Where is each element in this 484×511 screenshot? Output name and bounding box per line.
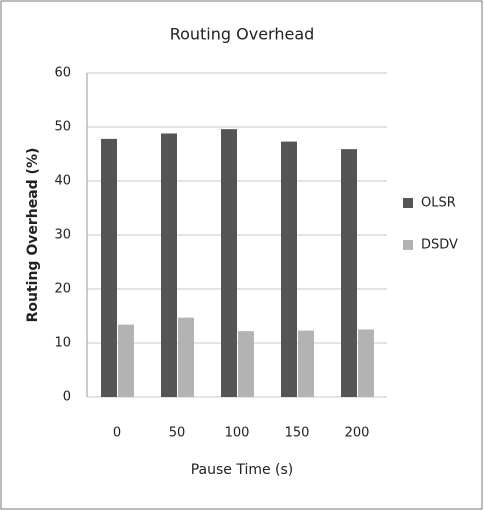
bar bbox=[358, 329, 374, 397]
bar bbox=[221, 129, 237, 397]
bar bbox=[118, 324, 134, 397]
y-tick-label: 30 bbox=[54, 228, 71, 243]
x-tick-label: 0 bbox=[113, 426, 121, 441]
y-tick-label: 20 bbox=[54, 282, 71, 297]
x-tick-label: 100 bbox=[225, 426, 250, 441]
y-tick-label: 50 bbox=[54, 120, 71, 135]
bar bbox=[281, 141, 297, 397]
legend-swatch bbox=[403, 198, 413, 208]
y-tick-label: 60 bbox=[54, 66, 71, 81]
bar bbox=[298, 330, 314, 397]
bar bbox=[238, 331, 254, 397]
x-tick-label: 200 bbox=[345, 426, 370, 441]
y-axis-label: Routing Overhead (%) bbox=[25, 148, 41, 323]
bar bbox=[341, 149, 357, 397]
bar bbox=[178, 317, 194, 397]
x-axis-label: Pause Time (s) bbox=[191, 462, 294, 478]
chart-title: Routing Overhead bbox=[170, 25, 315, 44]
y-tick-label: 0 bbox=[63, 390, 71, 405]
y-tick-label: 10 bbox=[54, 336, 71, 351]
y-tick-label: 40 bbox=[54, 174, 71, 189]
legend-label: OLSR bbox=[421, 196, 456, 211]
bar bbox=[161, 133, 177, 398]
legend-swatch bbox=[403, 240, 413, 250]
x-tick-label: 150 bbox=[285, 426, 310, 441]
bar bbox=[101, 138, 117, 397]
legend-label: DSDV bbox=[421, 238, 458, 253]
x-tick-label: 50 bbox=[169, 426, 186, 441]
